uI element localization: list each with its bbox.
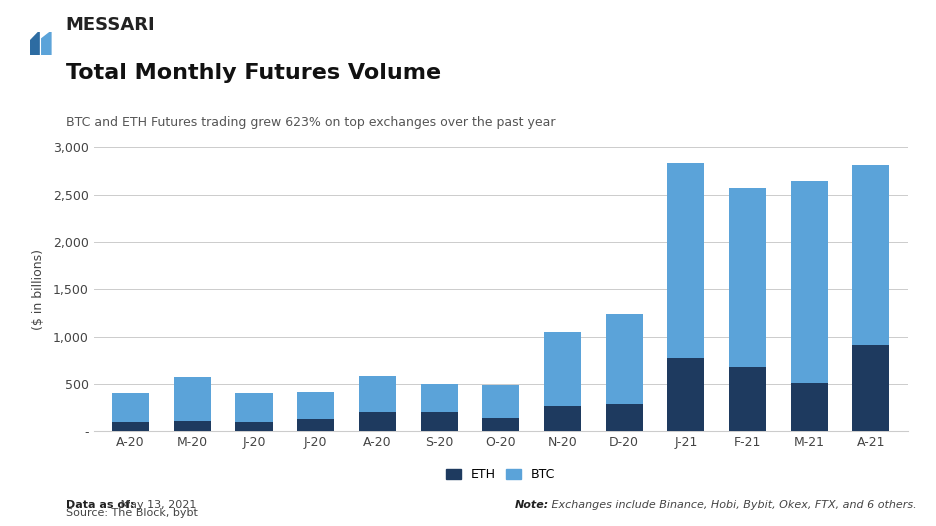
- Bar: [236, 422, 272, 431]
- Bar: [606, 404, 643, 431]
- Polygon shape: [30, 32, 39, 55]
- Y-axis label: ($ in billions): ($ in billions): [32, 249, 45, 330]
- Bar: [729, 367, 766, 431]
- Bar: [853, 345, 889, 431]
- Bar: [791, 181, 827, 383]
- Polygon shape: [42, 32, 51, 55]
- Bar: [667, 358, 704, 431]
- Bar: [606, 314, 643, 404]
- Legend: ETH, BTC: ETH, BTC: [440, 462, 562, 488]
- Bar: [358, 412, 396, 431]
- Bar: [298, 392, 334, 419]
- Text: MESSARI: MESSARI: [66, 16, 155, 34]
- Bar: [667, 163, 704, 358]
- Bar: [112, 422, 149, 431]
- Bar: [298, 419, 334, 431]
- Text: Note:: Note:: [515, 500, 549, 510]
- Text: Total Monthly Futures Volume: Total Monthly Futures Volume: [66, 63, 441, 83]
- Bar: [420, 412, 458, 431]
- Bar: [853, 165, 889, 345]
- Bar: [174, 377, 211, 421]
- Bar: [482, 386, 519, 418]
- Bar: [729, 188, 766, 367]
- Text: BTC and ETH Futures trading grew 623% on top exchanges over the past year: BTC and ETH Futures trading grew 623% on…: [66, 116, 555, 129]
- Bar: [236, 393, 272, 422]
- Bar: [174, 421, 211, 431]
- Bar: [544, 332, 581, 406]
- Text: Exchanges include Binance, Hobi, Bybit, Okex, FTX, and 6 others.: Exchanges include Binance, Hobi, Bybit, …: [548, 500, 916, 510]
- Bar: [482, 418, 519, 431]
- Bar: [358, 376, 396, 412]
- Text: Source: The Block, bybt: Source: The Block, bybt: [66, 508, 197, 518]
- Text: Data as of:: Data as of:: [66, 500, 134, 510]
- Bar: [420, 383, 458, 412]
- Text: May 13, 2021: May 13, 2021: [117, 500, 197, 510]
- Bar: [544, 406, 581, 431]
- Bar: [791, 383, 827, 431]
- Bar: [112, 392, 149, 422]
